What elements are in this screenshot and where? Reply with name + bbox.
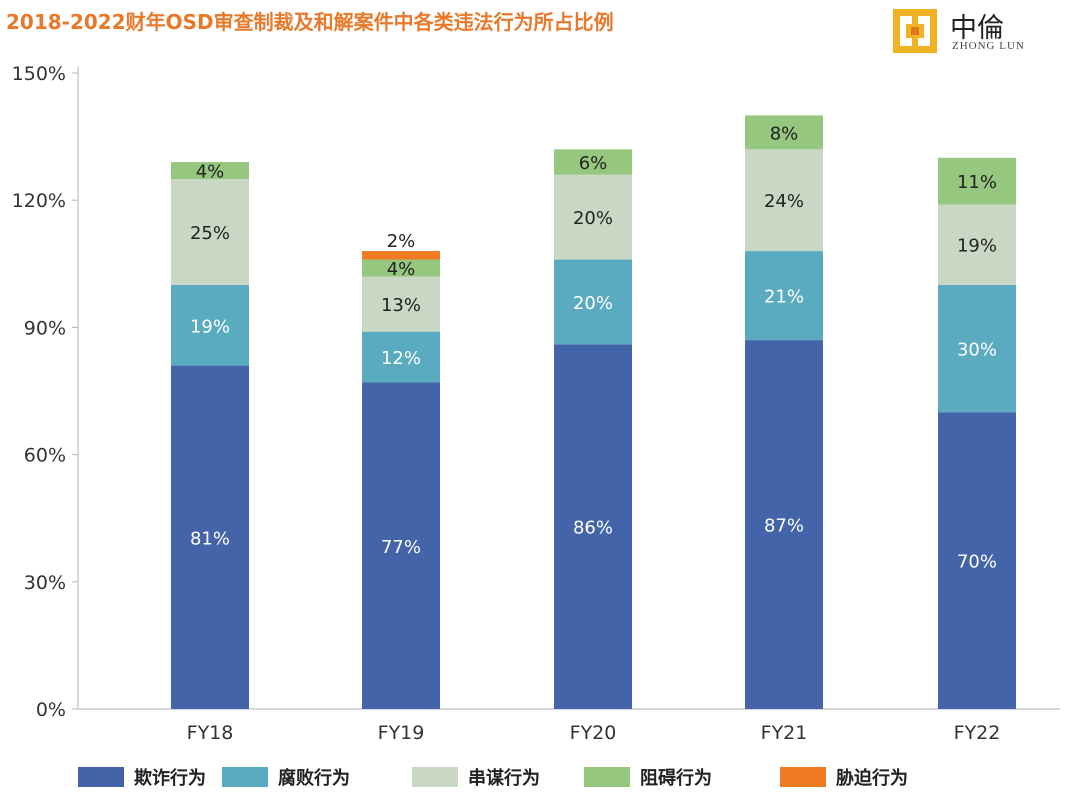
data-label: 19% <box>190 316 230 337</box>
x-tick-label: FY20 <box>570 722 617 744</box>
legend-label: 腐败行为 <box>278 768 350 789</box>
data-label: 24% <box>764 191 804 212</box>
bar-segment <box>938 204 1016 285</box>
bar-segment <box>938 285 1016 413</box>
y-tick-label: 0% <box>36 699 66 721</box>
legend-label: 串谋行为 <box>468 768 540 789</box>
bar-stack-fy18: 81% 19% 25% 4% <box>171 162 249 709</box>
zhonglun-logo-icon <box>893 9 937 53</box>
data-label: 8% <box>770 123 799 144</box>
bar-segment <box>554 259 632 345</box>
bar-segment <box>554 174 632 260</box>
data-label: 11% <box>957 172 997 193</box>
y-tick-label: 60% <box>24 445 66 467</box>
data-label: 12% <box>381 348 421 369</box>
legend-swatch <box>222 767 268 787</box>
bar-stack-fy21: 87% 21% 24% 8% <box>745 115 823 709</box>
data-label: 20% <box>573 208 613 229</box>
x-axis: FY18 FY19 FY20 FY21 FY22 <box>78 708 1060 744</box>
bar-segment <box>362 259 440 277</box>
x-tick-label: FY21 <box>761 722 808 744</box>
y-tick-label: 30% <box>24 572 66 594</box>
legend-item: 欺诈行为 <box>78 762 206 792</box>
company-logo: 中倫 ZHONG LUN <box>892 8 1042 58</box>
bar-segment <box>938 412 1016 709</box>
y-tick-label: 120% <box>12 190 66 212</box>
x-tick-label: FY19 <box>378 722 425 744</box>
data-label: 19% <box>957 236 997 257</box>
bar-segment <box>745 340 823 709</box>
data-label: 4% <box>196 162 225 183</box>
bar-segment <box>745 115 823 150</box>
bar-segment <box>171 285 249 366</box>
legend-swatch <box>78 767 124 787</box>
data-label: 81% <box>190 528 230 549</box>
y-axis: 0% 30% 60% 90% 120% 150% <box>12 63 79 721</box>
bar-segment <box>938 157 1016 205</box>
logo-name-cn: 中倫 <box>950 13 1004 44</box>
data-label: 4% <box>387 259 416 280</box>
data-label: 30% <box>957 340 997 361</box>
chart-title: 2018-2022财年OSD审查制裁及和解案件中各类违法行为所占比例 <box>6 10 614 34</box>
legend-item: 胁迫行为 <box>780 762 908 792</box>
x-tick-label: FY18 <box>187 722 234 744</box>
data-label: 13% <box>381 295 421 316</box>
bar-segment <box>554 344 632 709</box>
legend-swatch <box>412 767 458 787</box>
bar-segment <box>362 276 440 332</box>
legend-label: 阻碍行为 <box>640 768 712 789</box>
bars: 81% 19% 25% 4% 77% 12% 13% 4% 2% 86% 20% 20% 6% 87% 21… <box>171 115 1016 709</box>
y-tick-label: 90% <box>24 317 66 339</box>
logo-name-en: ZHONG LUN <box>952 40 1025 52</box>
bar-segment <box>171 162 249 179</box>
legend-label: 欺诈行为 <box>134 768 206 789</box>
data-label: 70% <box>957 552 997 573</box>
bar-segment <box>745 251 823 341</box>
data-label: 77% <box>381 537 421 558</box>
bar-stack-fy19: 77% 12% 13% 4% 2% <box>362 231 440 709</box>
bar-segment <box>554 149 632 175</box>
bar-segment <box>171 365 249 709</box>
bar-segment <box>362 382 440 709</box>
data-label: 20% <box>573 293 613 314</box>
data-label: 86% <box>573 518 613 539</box>
stacked-bar-chart: 0% 30% 60% 90% 120% 150% FY18 FY19 FY20 FY21 FY22… <box>12 63 1060 744</box>
legend-item: 串谋行为 <box>412 762 540 792</box>
bar-segment <box>362 331 440 383</box>
legend-label: 胁迫行为 <box>836 768 908 789</box>
bar-segment <box>171 179 249 285</box>
legend: 欺诈行为 腐败行为 串谋行为 阻碍行为 胁迫行为 <box>0 762 1083 792</box>
bar-segment <box>362 251 440 260</box>
y-tick-label: 150% <box>12 63 66 85</box>
data-label: 6% <box>579 153 608 174</box>
data-label: 87% <box>764 516 804 537</box>
bar-stack-fy22: 70% 30% 19% 11% <box>938 157 1016 709</box>
legend-swatch <box>584 767 630 787</box>
data-label: 21% <box>764 287 804 308</box>
legend-swatch <box>780 767 826 787</box>
bar-stack-fy20: 86% 20% 20% 6% <box>554 149 632 709</box>
data-label: 2% <box>387 231 416 252</box>
x-tick-label: FY22 <box>954 722 1001 744</box>
bar-segment <box>745 149 823 252</box>
data-label: 25% <box>190 223 230 244</box>
legend-item: 阻碍行为 <box>584 762 712 792</box>
legend-item: 腐败行为 <box>222 762 350 792</box>
